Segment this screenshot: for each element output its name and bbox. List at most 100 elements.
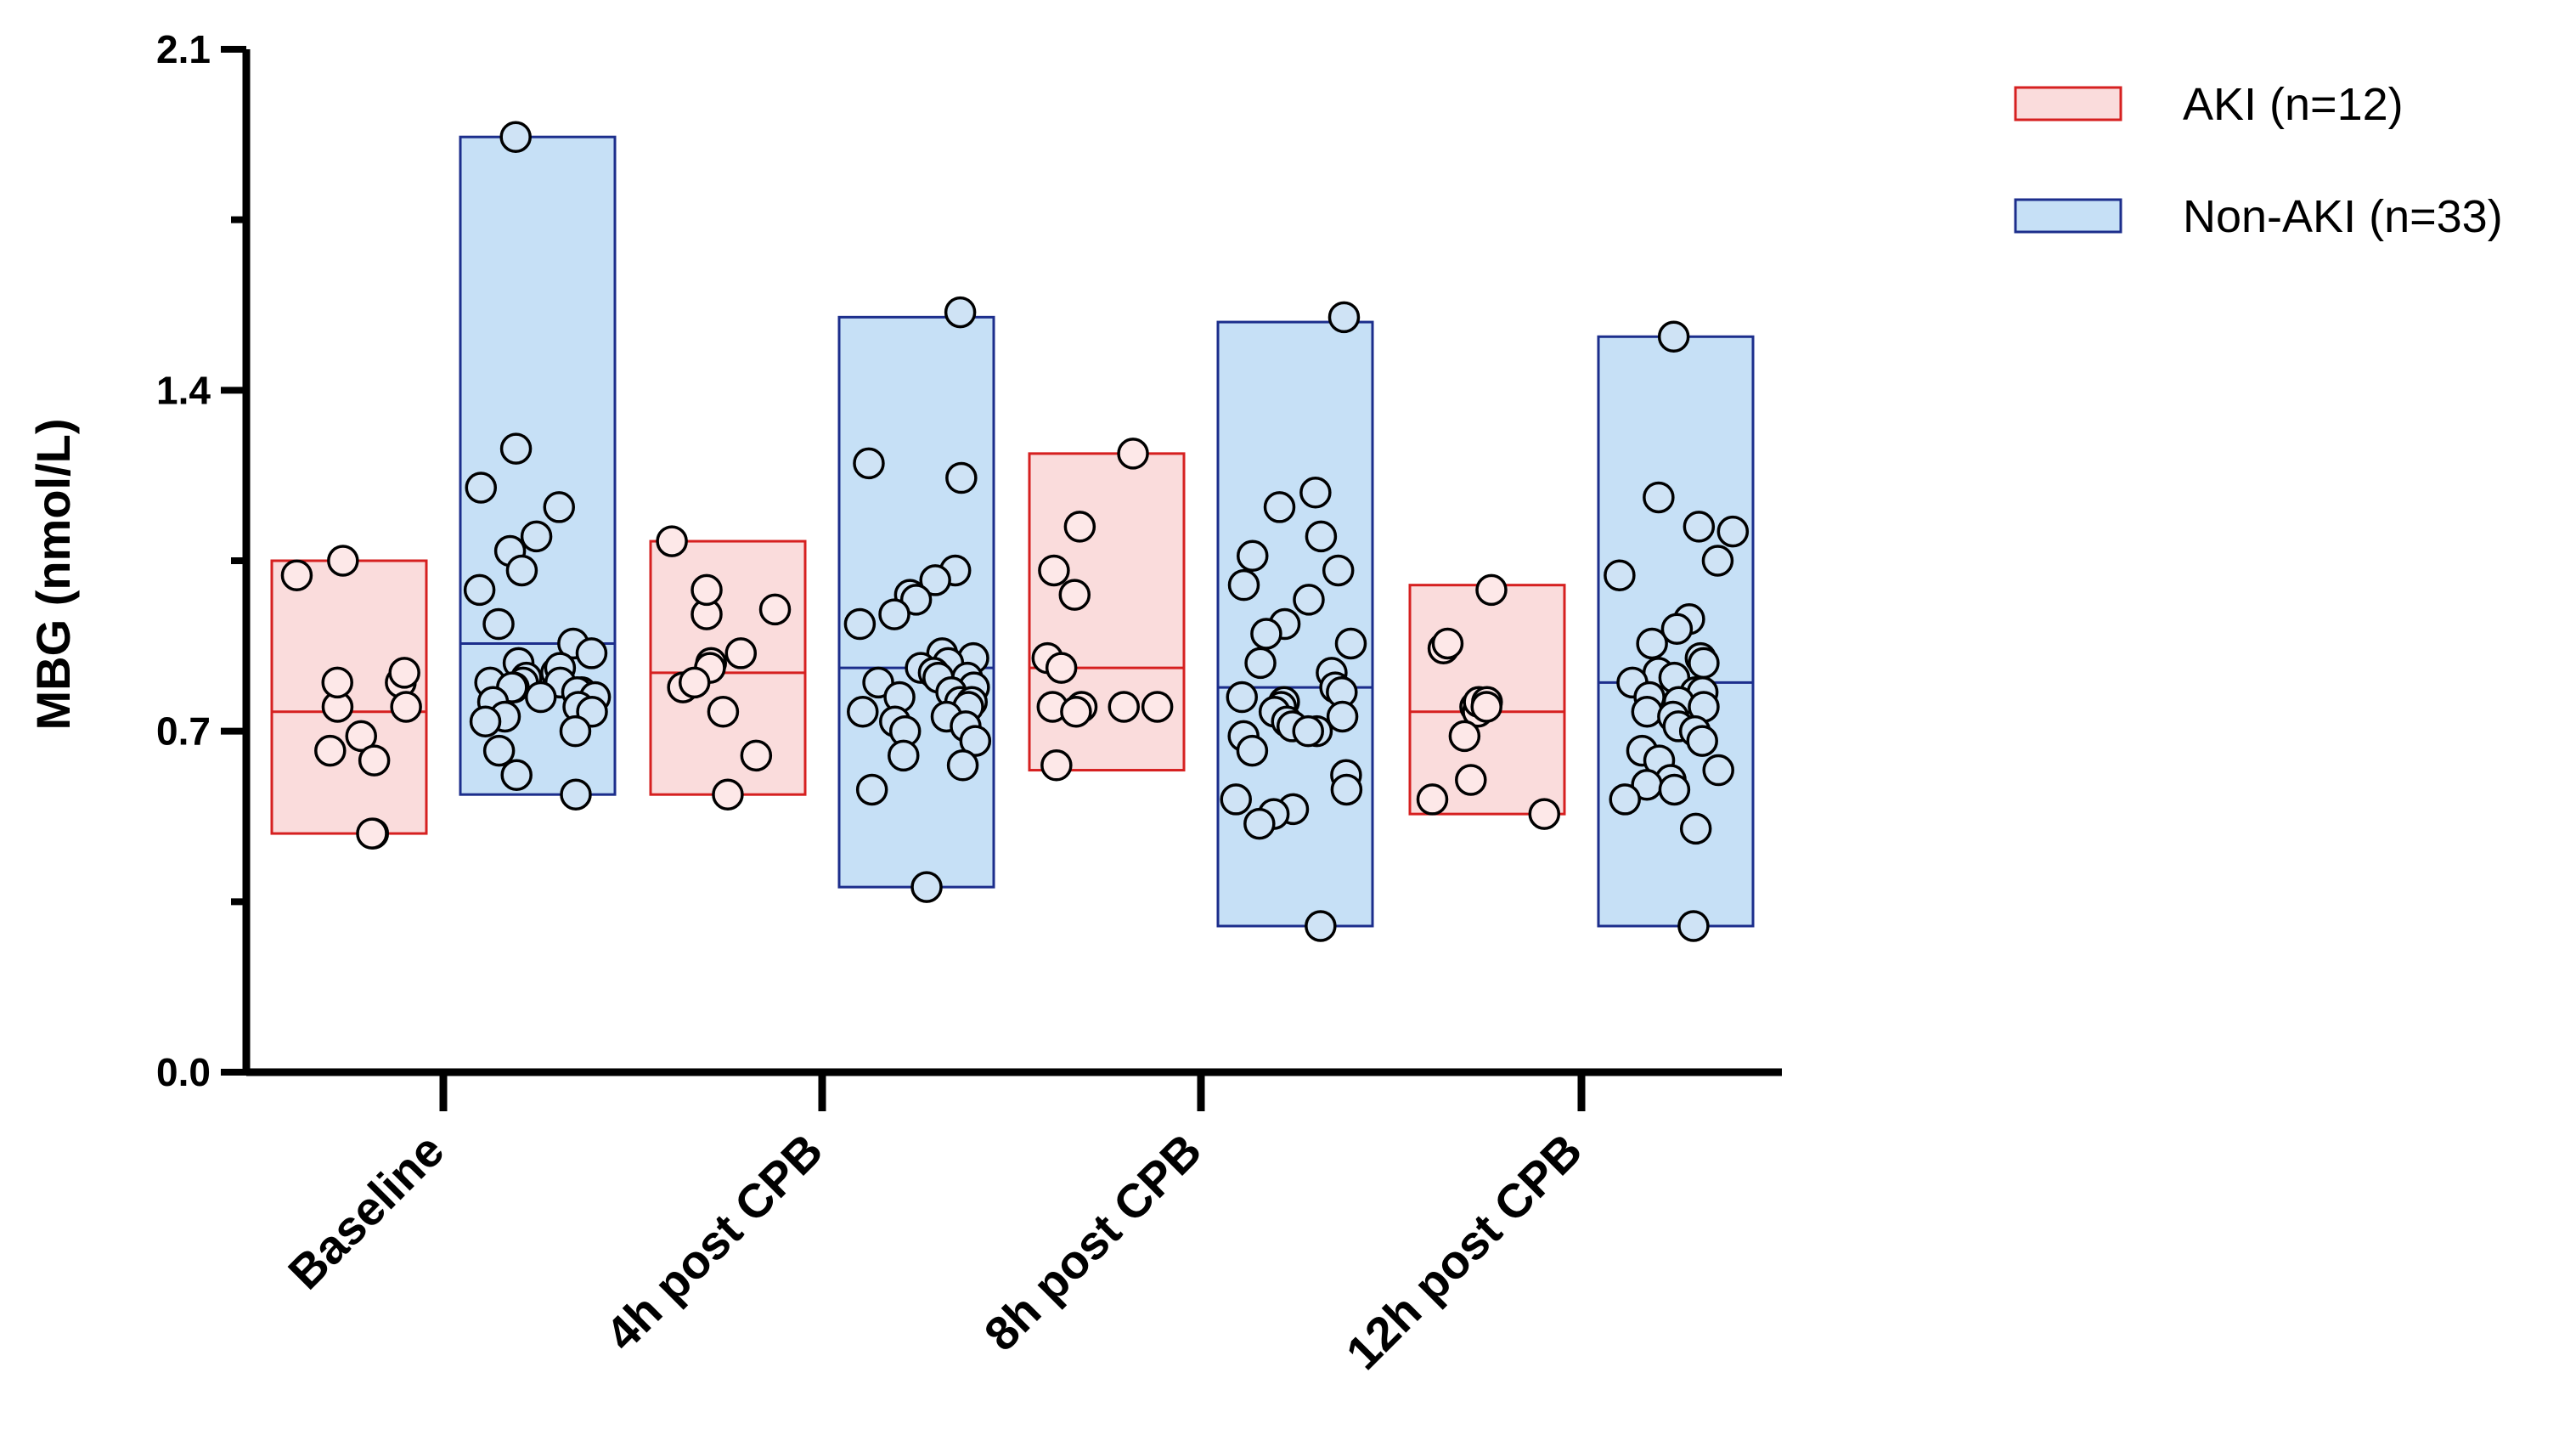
aki-point [678,666,711,699]
non-aki-point [944,296,977,329]
non-aki-point [560,778,592,811]
non-aki-point [1660,613,1694,646]
non-aki-point [524,681,557,714]
aki-point [724,637,758,669]
non-aki-point [919,564,951,596]
non-aki-point [482,734,516,767]
non-aki-point [1631,695,1664,728]
non-aki-point [1236,734,1269,767]
aki-point [358,744,391,777]
non-aki-point [1299,476,1332,509]
non-aki-point [482,607,515,641]
points-layer [280,121,1750,942]
non-aki-point [946,749,979,782]
non-aki-point [543,491,576,523]
aki-point [314,734,347,767]
aki-point [691,573,723,607]
non-aki-point [888,739,920,772]
non-aki-point [1292,715,1324,748]
y-tick-label: 0.0 [156,1050,211,1094]
aki-point [1141,691,1174,723]
non-aki-point [1677,910,1710,942]
aki-point [1475,573,1508,607]
aki-bar-1 [649,539,807,796]
non-aki-point [469,705,502,737]
y-axis-title: MBG (nmol/L) [26,418,80,730]
non-aki-point [878,598,910,630]
aki-point [1448,720,1481,753]
non-aki-point [1679,812,1712,845]
non-aki-point [1701,545,1734,577]
aki-point [390,691,422,723]
non-aki-point [1658,773,1691,806]
legend-aki-label: AKI (n=12) [2183,79,2404,130]
non-aki-point [1609,783,1641,816]
aki-point [707,695,740,728]
aki-point [1431,627,1464,660]
aki-point [1470,691,1502,723]
non-aki-point [499,432,533,465]
aki-point [758,593,792,626]
x-category-label: 12h post CPB [1336,1123,1592,1380]
legend: AKI (n=12) Non-AKI (n=33) [2014,79,2503,242]
non-aki-point [1716,515,1750,548]
y-tick-label: 2.1 [156,27,211,71]
non-aki-point [910,871,943,903]
non-aki-point [853,447,885,480]
non-aki-point [1227,568,1260,602]
aki-point [327,545,359,577]
non-aki-point [959,725,992,757]
aki-point [1528,798,1561,830]
non-aki-point [1226,681,1259,714]
non-aki-point [1327,301,1361,334]
aki-point [280,559,313,591]
aki-point [1060,695,1092,728]
non-aki-point [1604,559,1636,591]
non-aki-point [1220,783,1252,816]
non-aki-point [1686,725,1718,757]
non-aki-point [1244,647,1277,680]
non-aki-point [1683,511,1716,543]
aki-point [1416,783,1449,816]
non-aki-point [1326,700,1359,733]
non-aki-point [899,584,933,616]
non-aki-point [1305,910,1337,942]
non-aki-point [505,554,538,587]
legend-non-aki-label: Non-AKI (n=33) [2183,191,2503,242]
y-tick-label: 0.7 [156,709,211,754]
aki-point [740,739,773,772]
non-aki-point [1250,618,1282,650]
x-category-label: 4h post CPB [595,1123,833,1361]
non-aki-point [500,759,533,792]
non-aki-point [1243,807,1276,840]
aki-point [1040,749,1073,782]
non-aki-point [1330,773,1363,806]
legend-non-aki-swatch [2014,198,2122,234]
non-aki-point [1657,320,1690,353]
non-aki-point [465,472,498,504]
non-aki-point [1237,539,1269,573]
aki-point [1058,579,1091,611]
non-aki-point [855,773,888,806]
non-aki-point [1688,647,1720,680]
non-aki-point [843,607,877,641]
aki-point [388,657,420,689]
aki-point [1063,511,1096,543]
aki-point [345,720,378,753]
x-category-label: Baseline [278,1123,454,1299]
aki-point [1108,691,1141,723]
non-aki-point [520,520,553,553]
y-tick-label: 1.4 [156,368,211,412]
non-aki-point [559,715,592,748]
non-aki-point [575,637,608,669]
non-aki-point [1293,584,1325,616]
non-aki-point [1334,627,1367,660]
aki-point [1045,652,1078,684]
aki-point [656,525,688,557]
non-aki-point [463,573,496,607]
aki-point [1038,554,1070,587]
aki-point [1117,438,1149,470]
aki-point [356,817,388,850]
non-aki-point [1305,520,1338,553]
